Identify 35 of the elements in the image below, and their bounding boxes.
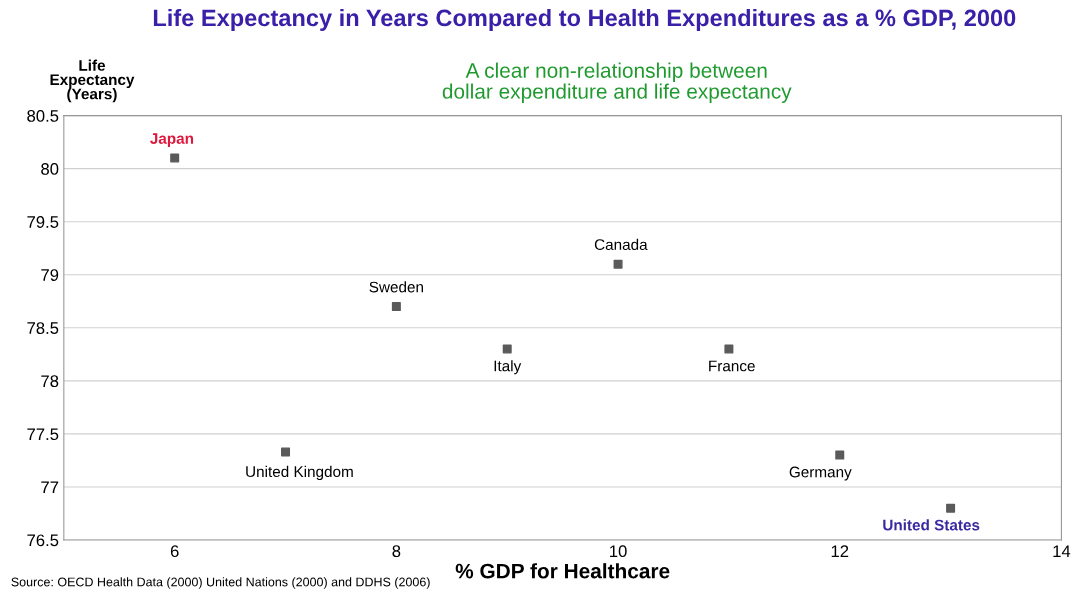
y-tick-label: 78.5	[27, 322, 59, 334]
x-tick-label: 8	[392, 545, 401, 558]
y-tick-label: 76.5	[27, 534, 59, 547]
point	[613, 259, 623, 269]
y-tick-label: 80.5	[27, 110, 59, 122]
annotation: France	[709, 360, 755, 372]
point	[835, 450, 845, 460]
point	[281, 447, 291, 457]
chart-subtitle: A clear non-relationship between dollar expenditure and life expectancy	[442, 62, 792, 103]
source-note: Source: OECD Health Data (2000) United Nations (2000) and DDHS (2006)	[11, 577, 430, 589]
chart-title: Life Expectancy in Years Compared to Health Expenditures as a % GDP, 2000	[153, 8, 1016, 31]
y-tick-label: 77.5	[27, 428, 59, 441]
y-tick-label: 80	[41, 163, 59, 175]
x-tick-label: 6	[170, 545, 179, 558]
annotation: Italy	[494, 360, 522, 375]
annotation: United Kingdom	[246, 465, 353, 481]
annotation: Sweden	[369, 281, 423, 293]
annotation: United States	[883, 519, 980, 531]
x-axis-title: % GDP for Healthcare	[455, 563, 670, 579]
annotation: Germany	[789, 466, 852, 481]
y-axis-title: Life Expectancy (Years)	[50, 59, 135, 103]
x-tick-label: 14	[1053, 545, 1071, 557]
annotation: Japan	[150, 133, 194, 147]
point	[724, 344, 734, 354]
annotation: Canada	[594, 238, 648, 251]
point	[502, 344, 512, 354]
point	[391, 302, 401, 312]
y-tick-label: 78	[41, 375, 59, 388]
point	[946, 503, 956, 513]
point	[170, 153, 180, 163]
x-tick-label: 10	[610, 545, 627, 558]
y-tick-label: 79.5	[27, 216, 59, 228]
y-tick-label: 79	[41, 269, 59, 281]
y-tick-label: 77	[41, 481, 59, 493]
x-tick-label: 12	[831, 545, 849, 557]
